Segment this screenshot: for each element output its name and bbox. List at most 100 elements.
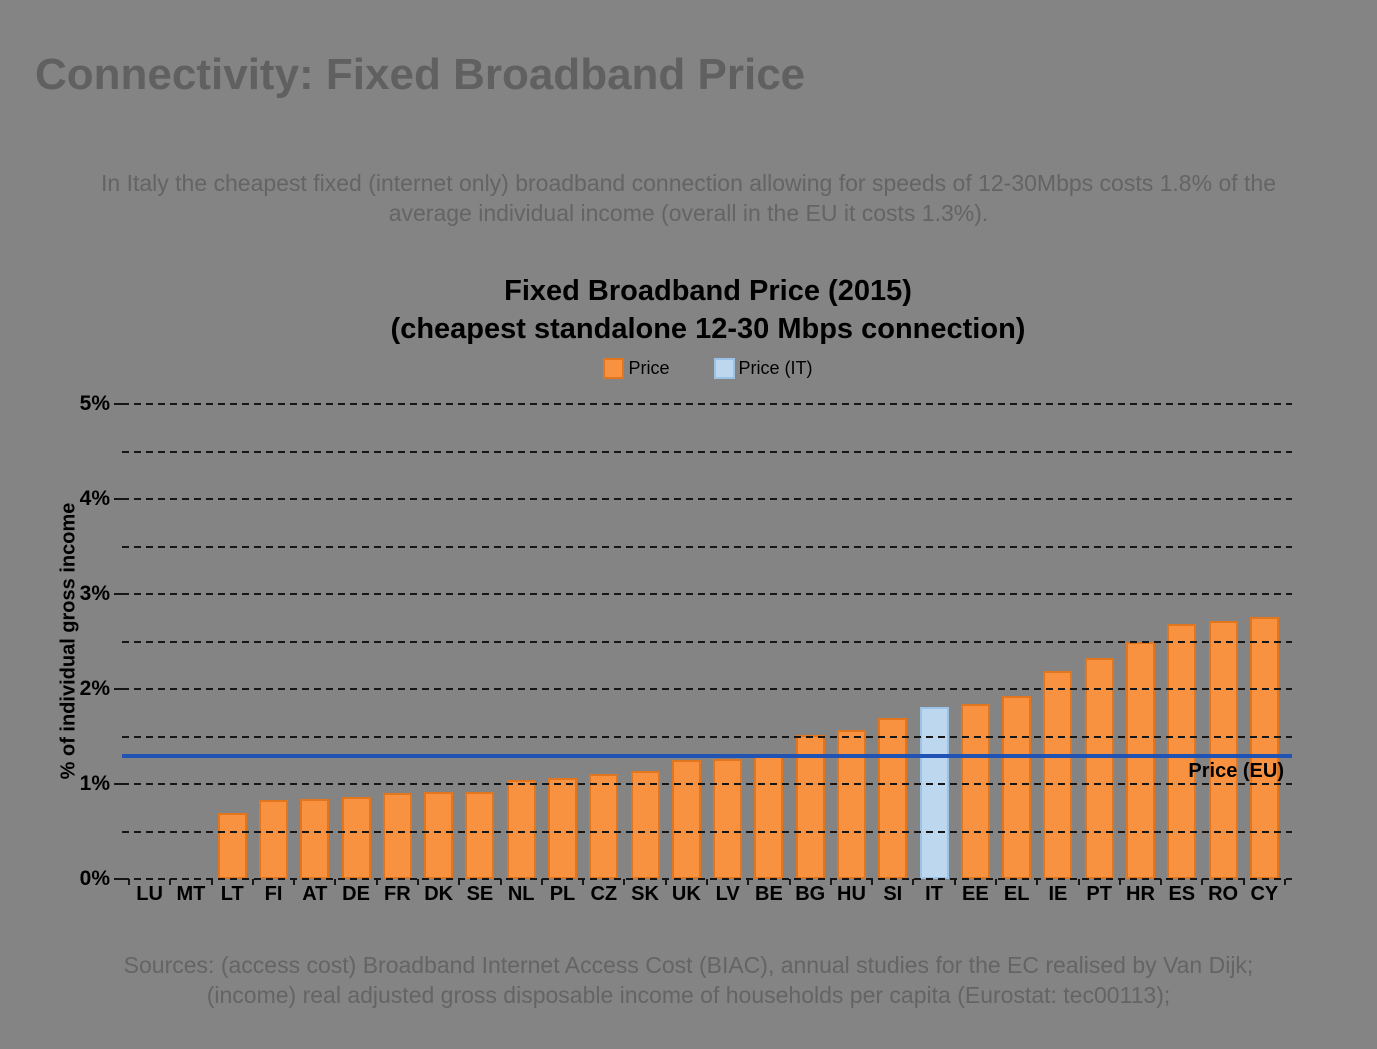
x-tick-label-sk: SK — [631, 883, 659, 905]
x-axis-tick — [1284, 879, 1286, 885]
gridline — [122, 640, 1292, 643]
x-axis-tick — [1242, 879, 1245, 885]
bar-it — [919, 707, 949, 879]
y-axis-tick — [114, 498, 122, 500]
y-tick-label: 0% — [79, 867, 110, 890]
bar-el — [1002, 695, 1032, 879]
bar-uk — [671, 760, 701, 879]
y-tick-label: 3% — [79, 582, 110, 605]
intro-line-1: In Italy the cheapest fixed (internet on… — [101, 170, 1276, 196]
y-tick-label: 4% — [79, 487, 110, 510]
bar-fi — [259, 800, 288, 879]
legend-item-price: Price — [603, 358, 670, 379]
eu-average-line — [122, 753, 1292, 758]
x-tick-label-fr: FR — [384, 883, 411, 905]
bar-ee — [960, 704, 990, 879]
bar-cy — [1249, 616, 1279, 879]
bar-de — [341, 797, 371, 879]
x-axis-tick — [1201, 879, 1204, 885]
bar-fr — [382, 792, 412, 879]
x-tick-label-se: SE — [466, 883, 494, 905]
y-tick-label: 1% — [79, 772, 110, 795]
y-axis-tick — [114, 688, 122, 690]
sources-line-1: Sources: (access cost) Broadband Interne… — [123, 952, 1254, 978]
x-tick-label-bg: BG — [795, 883, 826, 905]
x-tick-label-cy: CY — [1250, 883, 1279, 905]
y-axis-tick — [114, 878, 122, 880]
x-axis-tick — [747, 879, 750, 885]
legend-swatch-price — [603, 358, 625, 379]
page-title: Connectivity: Fixed Broadband Price — [35, 50, 806, 99]
eu-average-label: Price (EU) — [1188, 759, 1284, 782]
x-axis-tick — [953, 879, 956, 885]
bar-si — [878, 717, 908, 879]
bar-hr — [1126, 641, 1155, 879]
x-tick-label-ee: EE — [962, 883, 989, 905]
x-axis-tick — [334, 879, 337, 885]
x-tick-label-hu: HU — [837, 883, 866, 905]
bar-hu — [837, 729, 866, 879]
gridline — [122, 450, 1292, 453]
intro-line-2: average individual income (overall in th… — [388, 200, 989, 226]
x-axis-tick — [1077, 879, 1080, 885]
bar-pt — [1084, 657, 1114, 879]
x-tick-label-pl: PL — [549, 883, 576, 905]
y-axis-title: % of individual gross income — [57, 502, 80, 780]
x-axis-tick — [664, 879, 667, 885]
sources-text: Sources: (access cost) Broadband Interne… — [20, 950, 1357, 1010]
sources-line-2: (income) real adjusted gross disposable … — [206, 982, 1171, 1008]
bar-lt — [217, 812, 247, 879]
legend-label-price-it: Price (IT) — [738, 358, 813, 378]
bar-nl — [506, 780, 536, 879]
x-tick-label-pt: PT — [1086, 883, 1112, 905]
gridline — [122, 735, 1292, 738]
x-axis-tick — [417, 879, 419, 885]
gridline — [122, 593, 1292, 595]
x-axis-tick — [582, 879, 585, 885]
y-axis-tick — [114, 403, 122, 405]
bar-at — [300, 799, 330, 879]
bar-pl — [548, 778, 577, 879]
x-tick-label-dk: DK — [424, 883, 454, 905]
bar-chart-plot-area: 0% 1% 2% 3% 4% 5% LU MT LT FI AT DE FR DK SE NL PL CZ SK UK… — [80, 393, 1292, 905]
x-tick-label-hr: HR — [1126, 883, 1155, 905]
x-axis-tick — [251, 879, 254, 885]
y-tick-label: 2% — [79, 677, 110, 700]
bar-ro — [1208, 620, 1238, 879]
x-tick-label-si: SI — [883, 883, 903, 905]
x-axis-tick — [912, 879, 915, 885]
x-axis-tick — [540, 879, 543, 885]
gridline — [122, 830, 1292, 833]
bar-ie — [1043, 670, 1073, 879]
x-axis-tick — [210, 879, 213, 885]
x-tick-label-ro: RO — [1208, 883, 1239, 905]
x-axis-tick — [375, 879, 378, 885]
x-tick-label-nl: NL — [507, 883, 535, 905]
x-axis-tick — [623, 879, 626, 885]
x-axis-tick — [871, 879, 874, 885]
bar-es — [1167, 624, 1197, 879]
x-tick-label-at: AT — [302, 883, 328, 905]
gridline — [122, 545, 1292, 548]
x-axis-tick — [1160, 879, 1163, 885]
chart-title: Fixed Broadband Price (2015) — [504, 275, 912, 307]
intro-text: In Italy the cheapest fixed (internet on… — [20, 168, 1357, 228]
x-tick-label-lt: LT — [220, 883, 244, 905]
x-tick-label-lu: LU — [136, 883, 163, 905]
legend-label-price: Price — [628, 358, 670, 378]
x-axis-tick — [1036, 879, 1039, 885]
y-axis-tick — [114, 593, 122, 595]
x-axis-tick — [458, 879, 461, 885]
bar-bg — [795, 734, 825, 879]
x-tick-label-cz: CZ — [590, 883, 618, 905]
gridline — [122, 783, 1292, 785]
x-tick-label-uk: UK — [671, 883, 701, 905]
gridline — [122, 688, 1292, 690]
x-tick-label-es: ES — [1168, 883, 1196, 905]
x-axis-tick — [995, 879, 997, 885]
bar-lv — [713, 759, 743, 879]
bar-dk — [424, 791, 454, 879]
x-axis-tick — [293, 879, 296, 885]
x-tick-label-it: IT — [925, 883, 943, 905]
